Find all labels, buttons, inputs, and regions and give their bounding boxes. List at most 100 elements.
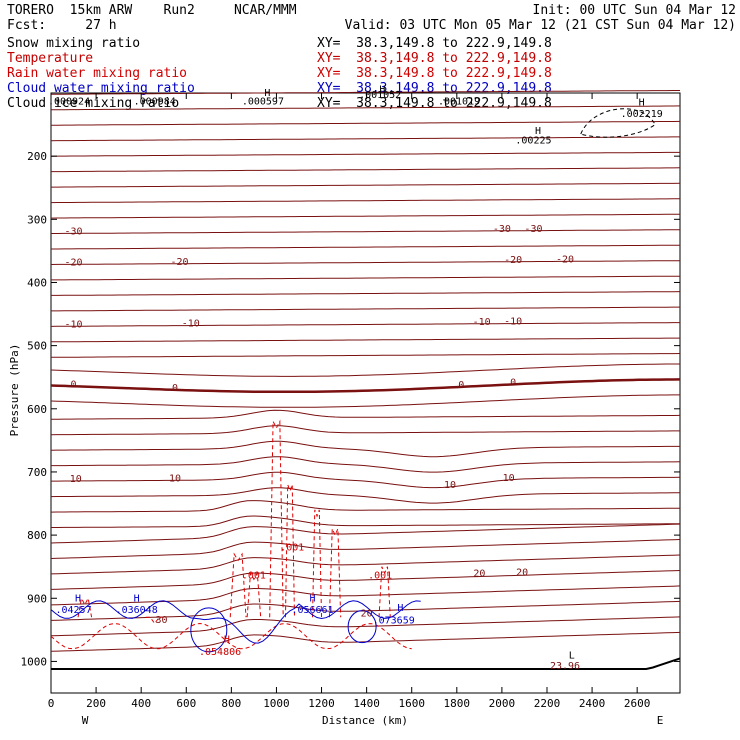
value-annotation: .002219: [621, 109, 663, 120]
isotherm-label: 10: [169, 474, 181, 485]
isotherm: [50, 213, 680, 219]
y-tick-label: 700: [27, 466, 47, 479]
xy-rain: XY= 38.3,149.8 to 222.9,149.8: [317, 66, 552, 81]
isotherm: [50, 198, 680, 204]
y-tick-label: 900: [27, 592, 47, 605]
isotherm: [50, 616, 681, 637]
legend-rain: Rain water mixing ratio: [7, 66, 188, 81]
isotherm-label: 20: [516, 567, 528, 578]
value-annotation: .054806: [199, 647, 241, 658]
y-tick-label: 800: [27, 529, 47, 542]
rain-contour: [284, 484, 295, 618]
rain-contour: [269, 419, 284, 618]
header-right-line1: Init: 00 UTC Sun 04 Mar 12: [532, 3, 737, 18]
isotherm: [50, 136, 680, 142]
cloud-water-cell: [347, 610, 377, 644]
isotherm-label: 20: [473, 569, 485, 580]
y-tick-label: 500: [27, 340, 47, 353]
isotherm: [50, 322, 680, 327]
x-axis-label: Distance (km): [322, 714, 408, 727]
isotherm: [51, 120, 681, 126]
cloud-ice-contour: [580, 108, 656, 138]
isotherm: [50, 500, 680, 513]
value-annotation: .04257: [55, 605, 91, 616]
isotherm-label: -20: [556, 255, 574, 266]
isotherm: [51, 337, 680, 343]
isotherm: [50, 260, 680, 265]
x-tick-label: 1200: [308, 697, 335, 710]
isotherm: [51, 515, 681, 528]
rain-contour: [145, 616, 164, 625]
rain-contour: [378, 566, 391, 618]
header-left-line1: TORERO 15km ARW Run2 NCAR/MMM: [7, 3, 297, 18]
value-annotation: .056661: [291, 605, 333, 616]
rain-contour: [312, 509, 323, 618]
isotherm-label: 0: [172, 383, 178, 394]
x-tick-label: 400: [131, 697, 151, 710]
extremum-marker: H: [75, 593, 81, 604]
header-left-line2: Fcst: 27 h: [7, 18, 117, 33]
y-tick-label: 600: [27, 403, 47, 416]
contour-labels: -30 -30 -30 -20 -20 -20 -20 -10 -10 -10 -10 0 0 0 0 10 1…: [48, 84, 663, 672]
x-tick-label: 200: [86, 697, 106, 710]
x-tick-label: 2600: [624, 697, 651, 710]
x-tick-label: 800: [221, 697, 241, 710]
isotherm: [51, 456, 681, 473]
rain-contour: [328, 528, 342, 618]
rain-contour: [229, 552, 247, 618]
y-tick-label: 400: [27, 276, 47, 289]
isotherm: [51, 105, 681, 111]
y-axis-label: Pressure (hPa): [8, 344, 21, 437]
x-axis-west-label: W: [82, 714, 89, 727]
extremum-marker: H: [639, 98, 645, 109]
value-annotation: .001: [368, 571, 392, 582]
isotherm-label: 20: [361, 609, 373, 620]
x-tick-label: 1800: [444, 697, 471, 710]
cloud-water-cell: [190, 607, 228, 653]
isotherm-label: 0: [510, 378, 516, 389]
isotherm-label: 30: [155, 615, 167, 626]
isotherm: [51, 167, 681, 173]
isotherm: [50, 151, 680, 157]
terrain-line: [51, 657, 681, 670]
isotherm-label: -10: [182, 319, 200, 330]
x-tick-label: 2400: [579, 697, 606, 710]
isotherm: [51, 182, 681, 188]
isotherm-label: 10: [70, 474, 82, 485]
x-tick-label: 2000: [489, 697, 516, 710]
legend-cloud-ice: Cloud ice mixing ratio: [7, 96, 180, 111]
value-annotation: .001: [242, 571, 266, 582]
value-annotation: .00225: [515, 136, 551, 147]
isotherm-label: -10: [473, 317, 491, 328]
isotherm: [51, 291, 681, 296]
isotherm-label: -30: [65, 227, 83, 238]
isotherm-label: -30: [524, 224, 542, 235]
extremum-marker: H: [134, 593, 140, 604]
x-tick-label: 1400: [353, 697, 380, 710]
value-annotation: .001019: [438, 96, 480, 107]
isotherm: [50, 363, 680, 377]
value-annotation: .000597: [242, 96, 284, 107]
temperature-contours: [50, 90, 681, 652]
isotherm-label: -20: [65, 257, 83, 268]
x-tick-label: 0: [48, 697, 55, 710]
y-tick-label: 200: [27, 150, 47, 163]
isotherm: [50, 394, 680, 408]
x-tick-label: 1000: [263, 697, 290, 710]
isotherm: [50, 585, 681, 606]
plot-frame: [50, 92, 681, 694]
extremum-marker: H: [379, 84, 385, 95]
isotherm: [51, 409, 681, 420]
isotherm: [51, 275, 680, 281]
value-annotation: 23.96: [550, 661, 580, 672]
isotherm: [50, 487, 680, 504]
cloud-water-contour: [50, 600, 421, 644]
extremum-marker: L: [569, 650, 575, 661]
isotherm-label: 0: [458, 380, 464, 391]
x-tick-label: 2200: [534, 697, 561, 710]
value-annotation: .000924: [48, 96, 90, 107]
isotherm: [50, 523, 681, 544]
y-tick-label: 300: [27, 213, 47, 226]
legend-snow: Snow mixing ratio: [7, 36, 141, 51]
